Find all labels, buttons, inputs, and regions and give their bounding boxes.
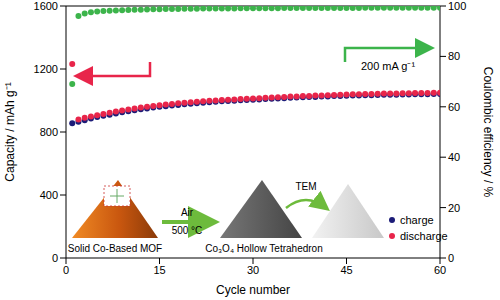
svg-text:0: 0: [52, 252, 58, 264]
svg-text:0: 0: [63, 264, 69, 276]
svg-text:1600: 1600: [34, 0, 58, 12]
svg-text:Capacity / mAh g⁻¹: Capacity / mAh g⁻¹: [3, 82, 17, 181]
svg-text:discharge: discharge: [400, 230, 448, 242]
svg-text:1200: 1200: [34, 63, 58, 75]
svg-text:15: 15: [153, 264, 165, 276]
svg-text:40: 40: [448, 151, 460, 163]
svg-text:30: 30: [247, 264, 259, 276]
svg-text:Co₃O₄ Hollow Tetrahedron: Co₃O₄ Hollow Tetrahedron: [205, 243, 322, 254]
svg-text:Air: Air: [181, 207, 194, 218]
svg-text:charge: charge: [400, 214, 434, 226]
svg-text:Coulombic efficiency / %: Coulombic efficiency / %: [481, 67, 495, 198]
svg-text:60: 60: [434, 264, 446, 276]
svg-text:800: 800: [40, 126, 58, 138]
svg-text:60: 60: [448, 101, 460, 113]
svg-text:20: 20: [448, 202, 460, 214]
svg-text:TEM: TEM: [295, 181, 316, 192]
svg-text:100: 100: [448, 0, 466, 12]
svg-text:0: 0: [448, 252, 454, 264]
svg-text:80: 80: [448, 50, 460, 62]
svg-text:200 mA g⁻¹: 200 mA g⁻¹: [361, 60, 415, 72]
svg-text:Cycle number: Cycle number: [216, 283, 290, 297]
svg-text:45: 45: [340, 264, 352, 276]
svg-text:500 °C: 500 °C: [172, 225, 203, 236]
svg-text:400: 400: [40, 189, 58, 201]
svg-text:Solid Co-Based MOF: Solid Co-Based MOF: [68, 243, 162, 254]
